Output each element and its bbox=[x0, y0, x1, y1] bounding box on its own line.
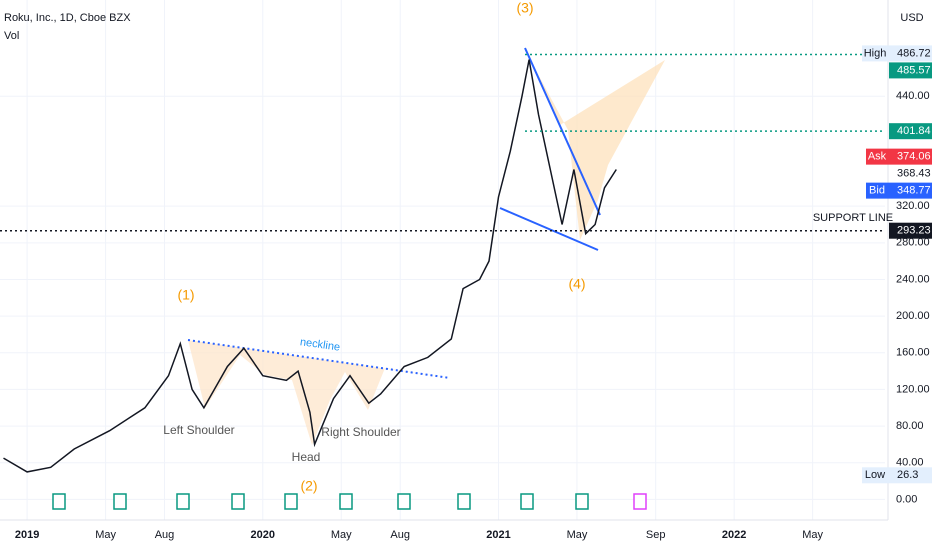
y-tick-label: 120.00 bbox=[896, 383, 930, 395]
neckline bbox=[187, 339, 451, 379]
price-badge bbox=[889, 467, 932, 484]
y-tick-label: 280.00 bbox=[896, 237, 930, 249]
annotation: Head bbox=[292, 450, 321, 464]
x-tick-label: May bbox=[95, 529, 116, 541]
y-tick-label: 240.00 bbox=[896, 273, 930, 285]
subtitle: Vol bbox=[4, 30, 19, 42]
price-badge-label: 348.77 bbox=[897, 185, 931, 197]
harmonic-area bbox=[525, 50, 665, 240]
y-tick-label: 320.00 bbox=[896, 200, 930, 212]
price-tag-label: Ask bbox=[868, 151, 887, 163]
annotation: neckline bbox=[299, 336, 341, 354]
chart-title: Roku, Inc., 1D, Cboe BZX bbox=[4, 12, 131, 24]
earnings-icons bbox=[52, 493, 647, 510]
wedge-upper bbox=[524, 47, 601, 216]
x-tick-label: Sep bbox=[646, 529, 666, 541]
price-badge bbox=[889, 62, 932, 79]
price-line bbox=[3, 59, 617, 473]
price-badge-label: 293.23 bbox=[897, 225, 931, 237]
price-badge-label: 485.57 bbox=[897, 64, 931, 76]
annotation: (2) bbox=[300, 478, 317, 494]
currency: USD bbox=[900, 12, 923, 24]
price-badge bbox=[889, 45, 932, 62]
marks bbox=[0, 53, 885, 473]
x-tick-label: 2020 bbox=[251, 529, 275, 541]
annotation: (3) bbox=[516, 0, 533, 16]
x-tick-label: May bbox=[567, 529, 588, 541]
price-badge bbox=[889, 222, 932, 239]
price-badge bbox=[889, 148, 932, 165]
annotation: Left Shoulder bbox=[163, 423, 234, 437]
price-badge bbox=[889, 165, 932, 182]
price-tag-label: Bid bbox=[869, 185, 885, 197]
price-tag bbox=[862, 467, 889, 484]
price-tag-label: High bbox=[864, 47, 887, 59]
y-tick-label: 0.00 bbox=[896, 493, 917, 505]
price-badge-label: 26.3 bbox=[897, 469, 918, 481]
annotation: Right Shoulder bbox=[321, 425, 400, 439]
x-tick-label: Aug bbox=[390, 529, 410, 541]
price-badge-label: 486.72 bbox=[897, 47, 931, 59]
annotation: (4) bbox=[568, 276, 585, 292]
price-tag bbox=[866, 182, 889, 199]
price-badge bbox=[889, 123, 932, 140]
x-tick-label: May bbox=[331, 529, 352, 541]
head-shoulders-area bbox=[188, 340, 450, 445]
y-tick-label: 200.00 bbox=[896, 310, 930, 322]
y-tick-label: 80.00 bbox=[896, 420, 924, 432]
annotation: (1) bbox=[177, 287, 194, 303]
y-tick-label: 440.00 bbox=[896, 90, 930, 102]
x-tick-label: 2022 bbox=[722, 529, 746, 541]
wedge-lower bbox=[499, 207, 599, 251]
y-tick-label: 160.00 bbox=[896, 347, 930, 359]
price-tag bbox=[866, 148, 889, 165]
price-badge bbox=[889, 182, 932, 199]
price-badge-label: 368.43 bbox=[897, 168, 931, 180]
y-tick-label: 40.00 bbox=[896, 457, 924, 469]
grid bbox=[0, 0, 885, 520]
x-tick-label: 2021 bbox=[486, 529, 510, 541]
x-tick-label: Aug bbox=[155, 529, 175, 541]
price-badge-label: 401.84 bbox=[897, 125, 931, 137]
annotation: SUPPORT LINE bbox=[813, 212, 893, 224]
x-tick-label: May bbox=[802, 529, 823, 541]
price-tag bbox=[862, 45, 889, 62]
price-tag-label: Low bbox=[865, 469, 885, 481]
x-tick-label: 2019 bbox=[15, 529, 39, 541]
price-badge-label: 374.06 bbox=[897, 151, 931, 163]
